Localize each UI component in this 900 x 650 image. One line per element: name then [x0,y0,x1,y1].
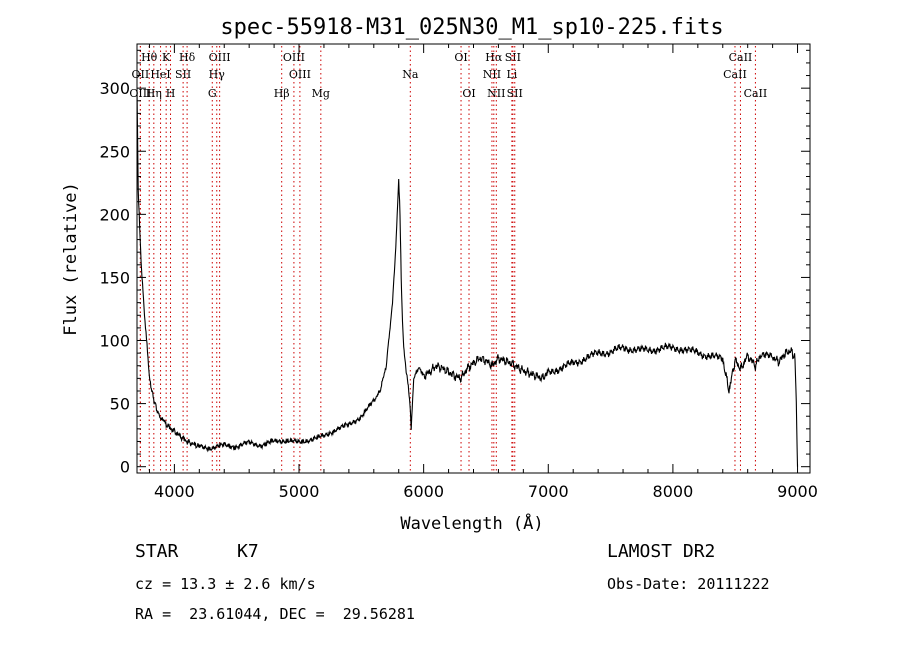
x-tick-label: 8000 [653,482,694,501]
line-marker-label: CaII [744,87,768,100]
line-marker-label: Hβ [274,87,290,100]
y-tick-label: 100 [99,332,130,351]
survey-name: LAMOST DR2 [607,541,716,562]
line-marker-label: SII [507,87,523,100]
spectrum-line [136,89,799,467]
line-marker-label: Hη [146,87,162,100]
line-marker-label: Hθ [141,51,158,64]
x-tick-label: 4000 [154,482,195,501]
line-marker-label: NII [487,87,505,100]
y-tick-label: 250 [99,142,130,161]
line-marker-label: OIII [209,51,231,64]
line-marker-label: OIII [289,68,311,81]
x-tick-label: 7000 [528,482,569,501]
line-marker-label: SII [505,51,521,64]
line-marker-label: OI [454,51,467,64]
y-axis-label: Flux (relative) [61,182,81,336]
y-tick-label: 150 [99,268,130,287]
line-marker-label: SII [175,68,191,81]
object-class: STAR [135,541,179,562]
y-tick-label: 200 [99,205,130,224]
line-marker-label: G [208,87,217,100]
line-marker-label: K [162,51,171,64]
y-tick-label: 50 [110,395,130,414]
line-marker-label: NII [483,68,501,81]
x-tick-label: 6000 [403,482,444,501]
line-marker-label: Li [506,68,517,81]
line-marker-label: Na [402,68,419,81]
redshift-label: cz = 13.3 ± 2.6 km/s [135,575,316,593]
coordinates-label: RA = 23.61044, DEC = 29.56281 [135,605,415,623]
object-subclass: K7 [237,541,259,562]
plot-frame [136,43,811,474]
line-marker-label: CaII [723,68,747,81]
x-tick-label: 9000 [777,482,818,501]
axis-ticks: 4000 5000 6000 7000 8000 9000 0 50 100 150 200 250 3… [99,44,818,501]
line-marker-label: CaII [729,51,753,64]
obs-date-label: Obs-Date: 20111222 [607,575,770,593]
line-marker-label: HeI [150,68,170,81]
line-marker-label: H [166,87,176,100]
y-tick-label: 0 [120,458,130,477]
line-marker-label: Hα [485,51,503,64]
line-marker-label: OIII [129,87,151,100]
line-marker-label: Hδ [179,51,196,64]
x-axis-label: Wavelength (Å) [400,512,543,534]
x-tick-label: 5000 [279,482,320,501]
line-marker-label: Mg [312,87,330,100]
line-marker-label: OI [462,87,475,100]
line-marker-label: OIII [283,51,305,64]
spectrum-chart: spec-55918-M31_025N30_M1_sp10-225.fits H… [61,15,818,534]
chart-title: spec-55918-M31_025N30_M1_sp10-225.fits [220,15,723,40]
y-tick-label: 300 [99,79,130,98]
line-marker-label: Hγ [209,68,226,81]
